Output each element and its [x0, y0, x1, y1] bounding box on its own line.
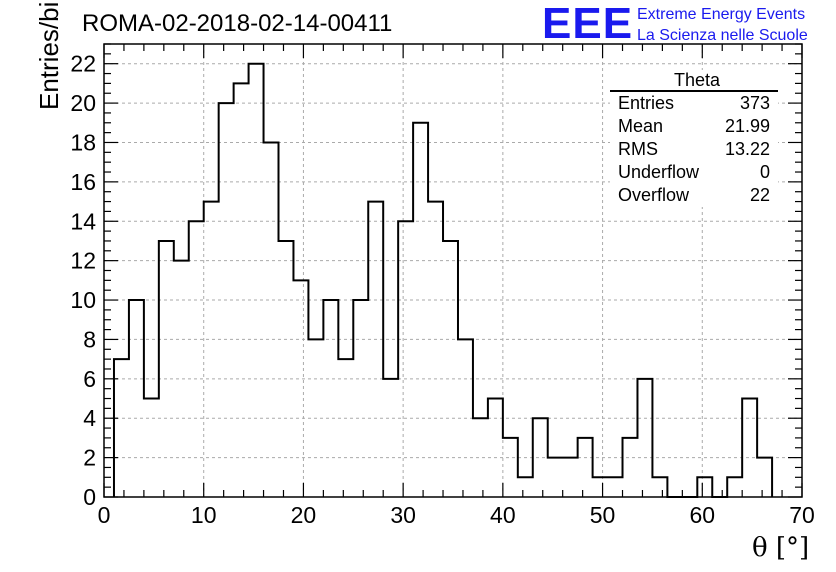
- histogram-bin: [293, 280, 308, 497]
- y-tick-label: 18: [70, 129, 96, 155]
- x-tick-label: 0: [98, 502, 111, 528]
- histogram-bin: [144, 399, 159, 497]
- stats-value: 13.22: [724, 139, 770, 159]
- eee-logo: EEE: [542, 0, 634, 48]
- histogram-bin: [413, 123, 428, 497]
- x-tick-label: 30: [390, 502, 416, 528]
- chart-title: ROMA-02-2018-02-14-00411: [82, 10, 393, 37]
- stats-value: 373: [739, 93, 770, 113]
- stats-row-rms: RMS 13.22: [610, 138, 778, 161]
- x-tick-label: 70: [789, 502, 815, 528]
- y-tick-label: 12: [70, 248, 96, 274]
- y-tick-label: 6: [83, 366, 96, 392]
- histogram-bin: [518, 477, 533, 497]
- histogram-bin: [249, 64, 264, 497]
- y-tick-label: 0: [83, 484, 96, 510]
- stats-title: Theta: [610, 70, 778, 92]
- stats-row-underflow: Underflow 0: [610, 161, 778, 184]
- histogram-bin: [503, 438, 518, 497]
- stats-label: Mean: [618, 116, 664, 136]
- logo-caption-line1: Extreme Energy Events: [637, 6, 806, 23]
- y-tick-label: 4: [83, 405, 96, 431]
- y-tick-label: 8: [83, 326, 96, 352]
- x-tick-label: 50: [590, 502, 616, 528]
- stats-value: 22: [749, 185, 770, 205]
- stats-label: Entries: [618, 93, 675, 113]
- y-tick-label: 20: [70, 90, 96, 116]
- histogram-bin: [368, 202, 383, 497]
- y-tick-label: 16: [70, 169, 96, 195]
- x-tick-label: 60: [689, 502, 715, 528]
- histogram-bin: [593, 477, 608, 497]
- histogram-bin: [608, 477, 623, 497]
- stats-value: 0: [759, 162, 770, 182]
- histogram-bin: [189, 221, 204, 497]
- stats-value: 21.99: [724, 116, 770, 136]
- histogram-bin: [353, 300, 368, 497]
- histogram-bin: [652, 477, 667, 497]
- histogram-bin: [159, 241, 174, 497]
- logo-caption-line2: La Scienza nelle Scuole: [637, 27, 808, 44]
- histogram-bin: [129, 300, 144, 497]
- histogram-bin: [637, 379, 652, 497]
- histogram-bin: [279, 241, 294, 497]
- histogram-bin: [623, 438, 638, 497]
- histogram-bin: [563, 458, 578, 497]
- stats-row-mean: Mean 21.99: [610, 115, 778, 138]
- y-tick-label: 2: [83, 445, 96, 471]
- y-tick-label: 14: [70, 208, 96, 234]
- stats-row-overflow: Overflow 22: [610, 184, 778, 207]
- x-tick-label: 20: [291, 502, 317, 528]
- histogram-bin: [548, 458, 563, 497]
- histogram-bin: [742, 399, 757, 497]
- histogram-bin: [488, 399, 503, 497]
- y-axis-label: Entries/bin: [34, 0, 64, 110]
- histogram-bin: [338, 359, 353, 497]
- histogram-bin: [473, 418, 488, 497]
- stats-row-entries: Entries 373: [610, 92, 778, 115]
- x-axis-label: θ [°]: [752, 533, 810, 563]
- histogram-bin: [757, 458, 772, 497]
- histogram-outline: [112, 62, 774, 498]
- x-tick-label: 10: [191, 502, 217, 528]
- histogram-bin: [443, 241, 458, 497]
- histogram-bin: [114, 359, 129, 497]
- histogram-bin: [428, 202, 443, 497]
- histogram-bin: [323, 300, 338, 497]
- stats-label: Underflow: [618, 162, 700, 182]
- histogram-bin: [398, 221, 413, 497]
- histogram-bin: [264, 142, 279, 497]
- stats-label: Overflow: [618, 185, 690, 205]
- histogram-bin: [578, 438, 593, 497]
- histogram-bin: [204, 202, 219, 497]
- histogram-bin: [697, 477, 712, 497]
- histogram-bin: [533, 418, 548, 497]
- histogram-bin: [234, 83, 249, 497]
- stats-label: RMS: [618, 139, 658, 159]
- logo-caption: Extreme Energy Events La Scienza nelle S…: [637, 4, 808, 46]
- histogram-bin: [727, 477, 742, 497]
- stats-box: Theta Entries 373 Mean 21.99 RMS 13.22 Unde…: [610, 70, 778, 207]
- x-tick-label: 40: [490, 502, 516, 528]
- histogram-bin: [383, 379, 398, 497]
- y-tick-label: 22: [70, 51, 96, 77]
- y-tick-label: 10: [70, 287, 96, 313]
